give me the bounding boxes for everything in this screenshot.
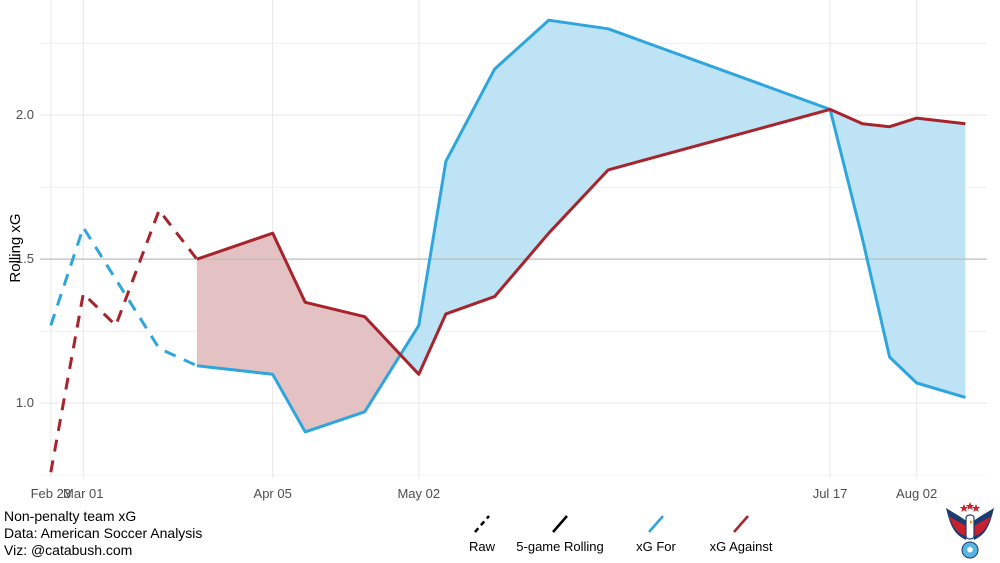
area-fills: [196, 20, 966, 432]
ball-patch-icon: [967, 546, 973, 553]
legend-item: xG For: [636, 515, 677, 554]
y-tick-label: 1.0: [16, 395, 34, 410]
xg-for-raw-line: [49, 226, 198, 368]
legend-key-icon: [648, 515, 664, 533]
legend-item: xG Against: [710, 515, 773, 554]
caption: Non-penalty team xG Data: American Socce…: [4, 508, 202, 559]
beak-icon: [970, 520, 973, 524]
legend-item: 5-game Rolling: [516, 515, 604, 554]
star-icon: [959, 502, 981, 512]
series-lines: [49, 18, 966, 473]
x-tick-label: Feb 23: [31, 486, 71, 501]
legend: Raw 5-game Rolling xG For xG Against: [469, 515, 773, 554]
xg-against-rolling-line: [196, 107, 966, 376]
caption-data-source: Data: American Soccer Analysis: [4, 525, 203, 541]
legend-label: xG For: [636, 539, 676, 554]
y-tick-labels: 1.0 1.5 2.0: [16, 107, 34, 410]
caption-viz-credit: Viz: @catabush.com: [4, 542, 133, 558]
fill-xg-against-ahead: [196, 233, 401, 432]
xg-for-rolling-line: [196, 18, 966, 434]
y-tick-label: 2.0: [16, 107, 34, 122]
x-tick-label: May 02: [397, 486, 440, 501]
x-tick-label: Aug 02: [896, 486, 937, 501]
x-tick-label: Apr 05: [254, 486, 292, 501]
legend-label: xG Against: [710, 539, 773, 554]
xg-against-raw-line: [49, 208, 199, 473]
y-axis-title: Rolling xG: [7, 213, 24, 282]
eagle-head-icon: [965, 514, 975, 540]
fill-xg-for-ahead: [400, 20, 966, 398]
legend-label: Raw: [469, 539, 496, 554]
legend-label: 5-game Rolling: [516, 539, 603, 554]
legend-key-icon: [552, 515, 568, 533]
caption-title: Non-penalty team xG: [4, 508, 137, 524]
legend-key-icon: [733, 515, 749, 533]
legend-item: Raw: [469, 515, 496, 554]
right-wing-accent-icon: [974, 516, 991, 536]
x-tick-label: Jul 17: [813, 486, 848, 501]
x-tick-label: Mar 01: [63, 486, 103, 501]
legend-key-icon: [474, 515, 490, 533]
eagle-crest-logo: [946, 502, 994, 559]
left-wing-accent-icon: [949, 516, 966, 536]
y-tick-label: 1.5: [16, 251, 34, 266]
